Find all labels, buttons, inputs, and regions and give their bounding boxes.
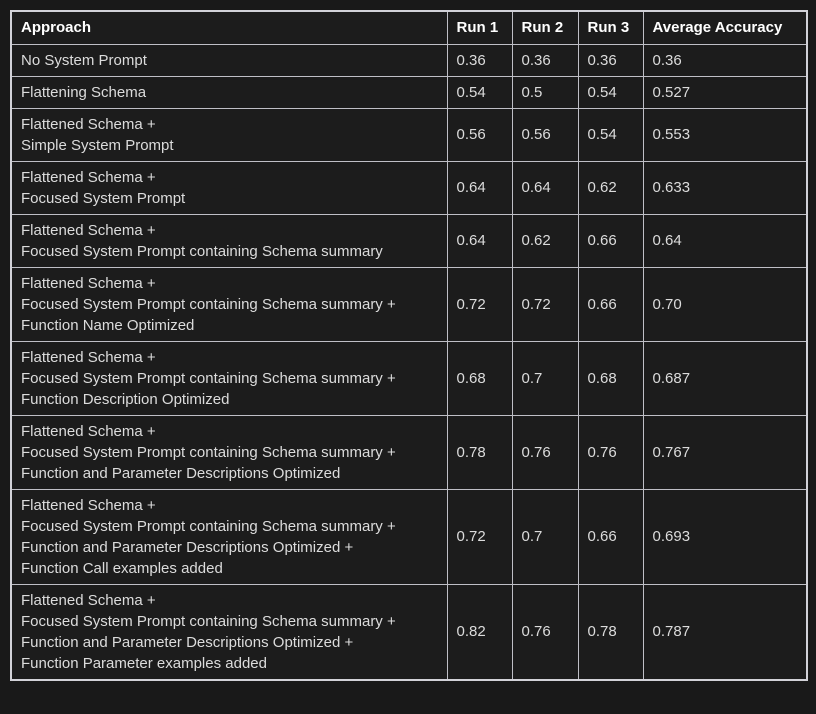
run1-cell: 0.36 (446, 43, 513, 77)
column-header-average-accuracy: Average Accuracy (642, 10, 808, 45)
results-table-container: Approach Run 1 Run 2 Run 3 Average Accur… (10, 10, 808, 681)
approach-cell: Flattened Schema + Focused System Prompt (10, 160, 448, 215)
approach-cell: Flattening Schema (10, 75, 448, 109)
run3-cell: 0.54 (577, 75, 644, 109)
average-accuracy-cell: 0.787 (642, 583, 808, 680)
run2-cell: 0.64 (511, 160, 579, 215)
approach-cell: Flattened Schema + Focused System Prompt… (10, 583, 448, 680)
column-header-run1: Run 1 (446, 10, 513, 45)
run2-cell: 0.76 (511, 414, 579, 490)
header-row: Approach Run 1 Run 2 Run 3 Average Accur… (10, 10, 808, 45)
run3-cell: 0.66 (577, 266, 644, 342)
table-row: Flattened Schema + Focused System Prompt… (10, 213, 808, 268)
table-row: Flattened Schema + Focused System Prompt… (10, 583, 808, 680)
approach-cell: Flattened Schema + Focused System Prompt… (10, 213, 448, 268)
approach-cell: No System Prompt (10, 43, 448, 77)
run1-cell: 0.78 (446, 414, 513, 490)
run2-cell: 0.62 (511, 213, 579, 268)
run1-cell: 0.82 (446, 583, 513, 680)
run3-cell: 0.78 (577, 583, 644, 680)
table-row: Flattening Schema 0.54 0.5 0.54 0.527 (10, 75, 808, 109)
approach-cell: Flattened Schema + Focused System Prompt… (10, 266, 448, 342)
run1-cell: 0.64 (446, 160, 513, 215)
average-accuracy-cell: 0.70 (642, 266, 808, 342)
run2-cell: 0.36 (511, 43, 579, 77)
run1-cell: 0.72 (446, 488, 513, 585)
table-row: No System Prompt 0.36 0.36 0.36 0.36 (10, 43, 808, 77)
run3-cell: 0.66 (577, 213, 644, 268)
run1-cell: 0.54 (446, 75, 513, 109)
approach-cell: Flattened Schema + Simple System Prompt (10, 107, 448, 162)
approach-cell: Flattened Schema + Focused System Prompt… (10, 414, 448, 490)
table-row: Flattened Schema + Focused System Prompt… (10, 266, 808, 342)
table-row: Flattened Schema + Focused System Prompt… (10, 340, 808, 416)
table-row: Flattened Schema + Simple System Prompt … (10, 107, 808, 162)
accuracy-results-table: Approach Run 1 Run 2 Run 3 Average Accur… (10, 10, 808, 681)
run3-cell: 0.36 (577, 43, 644, 77)
run2-cell: 0.76 (511, 583, 579, 680)
run2-cell: 0.56 (511, 107, 579, 162)
run3-cell: 0.62 (577, 160, 644, 215)
run1-cell: 0.56 (446, 107, 513, 162)
run2-cell: 0.7 (511, 340, 579, 416)
column-header-approach: Approach (10, 10, 448, 45)
average-accuracy-cell: 0.687 (642, 340, 808, 416)
table-row: Flattened Schema + Focused System Prompt… (10, 160, 808, 215)
run1-cell: 0.72 (446, 266, 513, 342)
approach-cell: Flattened Schema + Focused System Prompt… (10, 488, 448, 585)
average-accuracy-cell: 0.767 (642, 414, 808, 490)
average-accuracy-cell: 0.633 (642, 160, 808, 215)
run3-cell: 0.68 (577, 340, 644, 416)
run1-cell: 0.68 (446, 340, 513, 416)
run2-cell: 0.72 (511, 266, 579, 342)
run1-cell: 0.64 (446, 213, 513, 268)
average-accuracy-cell: 0.693 (642, 488, 808, 585)
table-row: Flattened Schema + Focused System Prompt… (10, 414, 808, 490)
column-header-run2: Run 2 (511, 10, 579, 45)
run2-cell: 0.5 (511, 75, 579, 109)
run2-cell: 0.7 (511, 488, 579, 585)
run3-cell: 0.54 (577, 107, 644, 162)
approach-cell: Flattened Schema + Focused System Prompt… (10, 340, 448, 416)
average-accuracy-cell: 0.64 (642, 213, 808, 268)
average-accuracy-cell: 0.553 (642, 107, 808, 162)
run3-cell: 0.76 (577, 414, 644, 490)
table-row: Flattened Schema + Focused System Prompt… (10, 488, 808, 585)
run3-cell: 0.66 (577, 488, 644, 585)
column-header-run3: Run 3 (577, 10, 644, 45)
average-accuracy-cell: 0.36 (642, 43, 808, 77)
average-accuracy-cell: 0.527 (642, 75, 808, 109)
